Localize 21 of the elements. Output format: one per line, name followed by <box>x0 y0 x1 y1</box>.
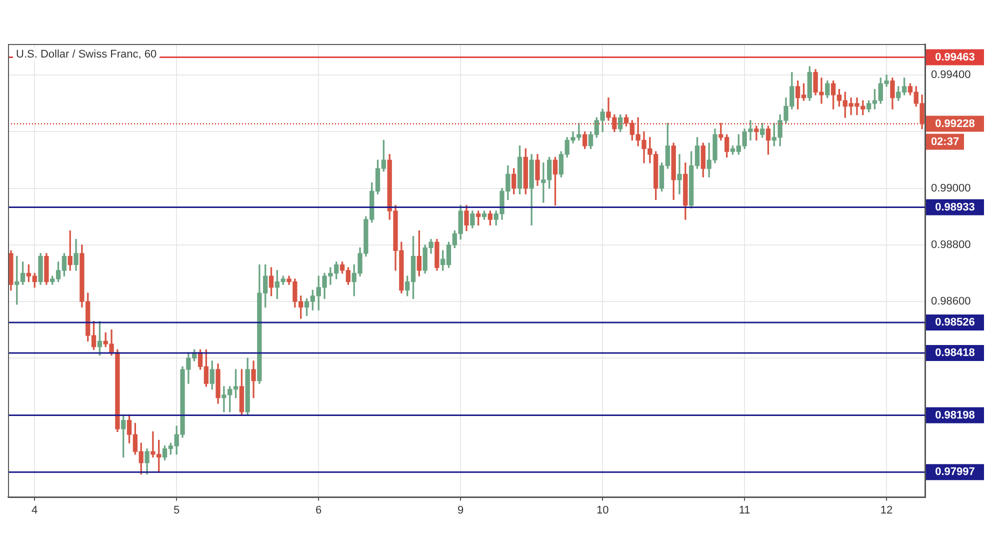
ref-line-label: 0.98418 <box>935 347 975 360</box>
x-tick-label: 11 <box>738 504 750 516</box>
y-tick-label: 0.99400 <box>931 69 971 82</box>
chart-title: U.S. Dollar / Swiss Franc, 60 <box>16 48 157 61</box>
x-tick-label: 12 <box>880 504 893 516</box>
ref-line-label: 0.98933 <box>935 201 975 214</box>
x-tick-label: 6 <box>316 504 322 516</box>
ref-line-label: 0.99463 <box>935 51 975 64</box>
ref-line-label: 0.98198 <box>935 409 975 422</box>
x-tick-label: 9 <box>458 504 464 516</box>
ref-line-label: 0.98526 <box>935 316 975 329</box>
ref-line-label: 0.97997 <box>935 466 975 478</box>
y-tick-label: 0.98600 <box>931 296 971 308</box>
ref-line-label: 0.99228 <box>935 118 975 130</box>
y-tick-label: 0.98800 <box>931 238 971 251</box>
x-tick-label: 5 <box>174 504 180 516</box>
candlestick <box>677 154 682 194</box>
text: 02:37 <box>930 136 960 148</box>
y-tick-label: 0.99000 <box>931 182 971 194</box>
x-tick-label: 10 <box>596 504 609 516</box>
x-tick-label: 4 <box>32 504 38 516</box>
